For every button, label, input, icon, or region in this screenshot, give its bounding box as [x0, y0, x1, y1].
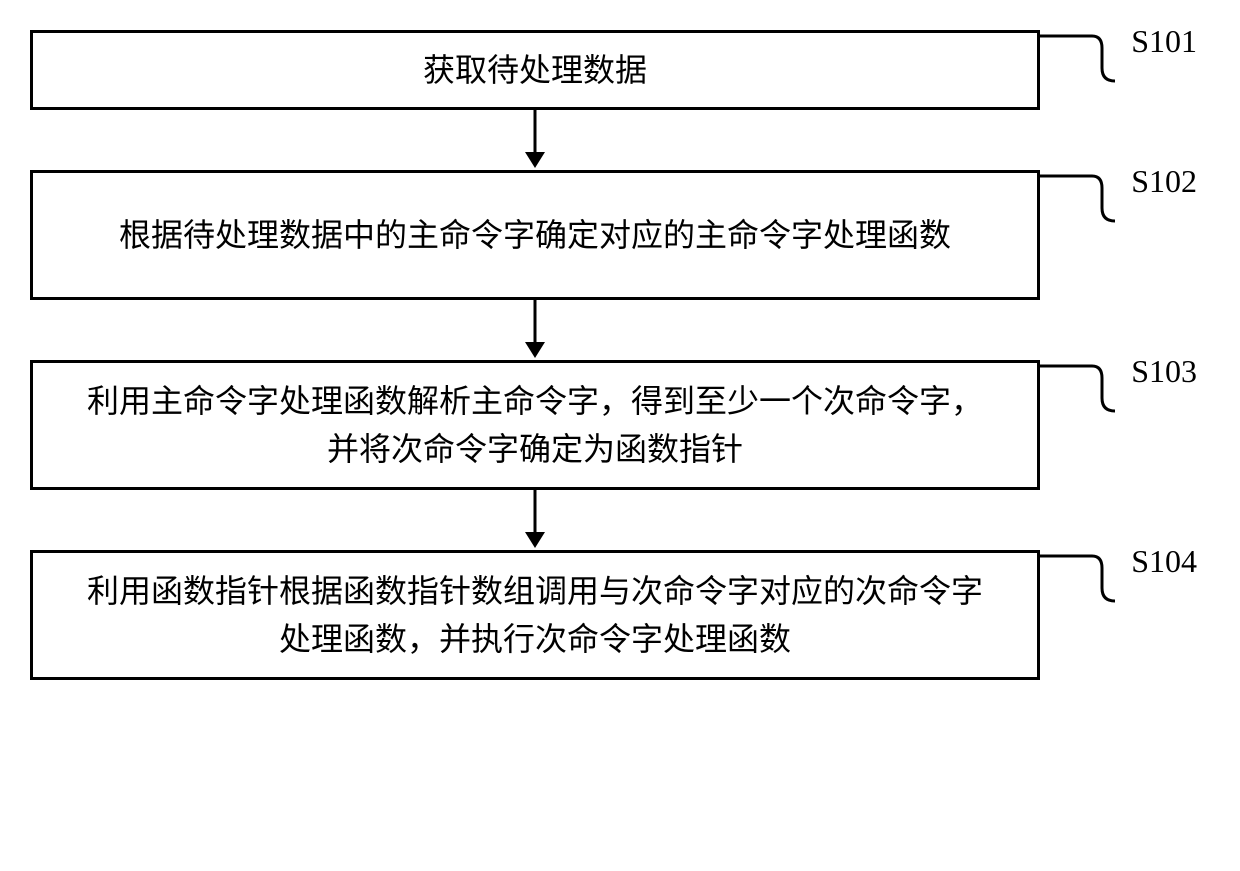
flowchart-container: 获取待处理数据 S101 根据待处理数据中的主命令字确定对应的主命令字处理函数 …	[30, 30, 1210, 680]
step-label: S101	[1131, 23, 1197, 60]
step-text: 利用主命令字处理函数解析主命令字，得到至少一个次命令字，并将次命令字确定为函数指…	[73, 377, 997, 473]
step-label: S104	[1131, 543, 1197, 580]
step-text: 获取待处理数据	[423, 46, 647, 94]
label-connector-icon	[1037, 363, 1117, 413]
label-connector-icon	[1037, 553, 1117, 603]
step-box-s101: 获取待处理数据 S101	[30, 30, 1040, 110]
arrow-down-icon	[515, 490, 555, 550]
arrow-container	[30, 110, 1040, 170]
arrow-container	[30, 300, 1040, 360]
step-box-s102: 根据待处理数据中的主命令字确定对应的主命令字处理函数 S102	[30, 170, 1040, 300]
arrow-down-icon	[515, 110, 555, 170]
arrow-down-icon	[515, 300, 555, 360]
step-text: 利用函数指针根据函数指针数组调用与次命令字对应的次命令字处理函数，并执行次命令字…	[73, 567, 997, 663]
label-connector-icon	[1037, 173, 1117, 223]
label-connector-icon	[1037, 33, 1117, 83]
step-box-s104: 利用函数指针根据函数指针数组调用与次命令字对应的次命令字处理函数，并执行次命令字…	[30, 550, 1040, 680]
step-box-s103: 利用主命令字处理函数解析主命令字，得到至少一个次命令字，并将次命令字确定为函数指…	[30, 360, 1040, 490]
step-text: 根据待处理数据中的主命令字确定对应的主命令字处理函数	[119, 211, 951, 259]
arrow-container	[30, 490, 1040, 550]
step-label: S103	[1131, 353, 1197, 390]
step-label: S102	[1131, 163, 1197, 200]
